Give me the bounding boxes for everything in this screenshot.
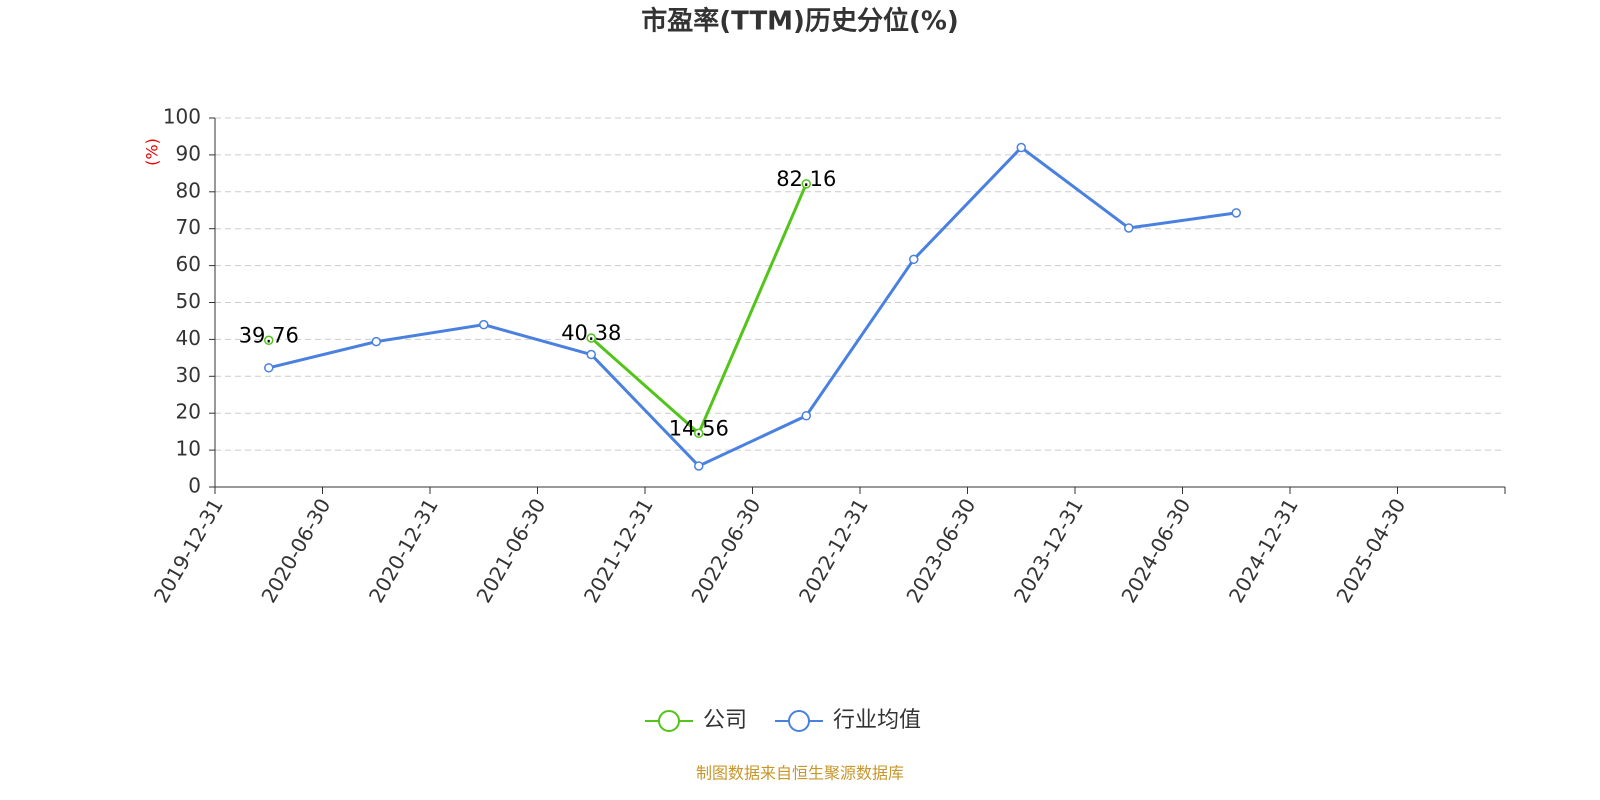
y-tick-label: 80 [176,178,201,202]
x-tick-label: 2021-12-31 [579,494,658,607]
data-point [479,319,489,330]
legend-marker [658,710,680,732]
series-line [590,183,808,436]
y-axis-label: (%) [143,138,162,166]
data-point [801,179,811,189]
y-tick-label: 50 [176,289,201,313]
y-tick-label: 20 [176,400,201,424]
x-tick-label: 2023-06-30 [901,494,980,607]
data-point [694,461,704,471]
y-tick-label: 10 [176,437,201,461]
data-point [586,333,596,343]
data-point [1124,223,1134,233]
x-tick-label: 2023-12-31 [1009,494,1088,607]
data-point [264,335,274,346]
y-tick-label: 70 [176,215,201,239]
data-point [264,363,274,373]
legend-marker [788,710,811,732]
x-tick-label: 2022-06-30 [686,494,765,607]
data-point [586,349,596,360]
source-note: 制图数据来自恒生聚源数据库 [696,764,904,783]
y-tick-label: 30 [176,363,201,387]
data-point [909,254,919,265]
y-tick-label: 60 [176,252,201,276]
x-tick-label: 2024-06-30 [1116,494,1195,607]
data-label: 39.76 [239,323,299,347]
data-point [801,411,811,421]
series-line [268,145,1237,468]
y-tick-label: 100 [163,105,201,129]
data-label: 82.16 [776,167,836,191]
legend-label: 公司 [703,708,747,733]
x-tick-label: 2021-06-30 [471,494,550,607]
data-point [1016,142,1026,153]
y-tick-label: 90 [176,141,201,165]
chart-title: 市盈率(TTM)历史分位(%) [641,6,959,37]
y-tick-label: 0 [188,474,201,498]
y-tick-label: 40 [176,326,201,350]
data-point [694,428,704,439]
data-label: 40.38 [561,321,621,345]
x-tick-label: 2024-12-31 [1224,494,1303,607]
x-tick-label: 2020-12-31 [364,494,443,607]
x-tick-label: 2025-04-30 [1331,494,1410,607]
data-label: 14.56 [669,416,729,440]
x-tick-label: 2022-12-31 [794,494,873,607]
data-point [371,336,381,347]
legend-label: 行业均值 [833,708,921,733]
x-tick-label: 2019-12-31 [149,494,228,607]
x-tick-label: 2020-06-30 [256,494,335,607]
data-point [1231,208,1241,218]
